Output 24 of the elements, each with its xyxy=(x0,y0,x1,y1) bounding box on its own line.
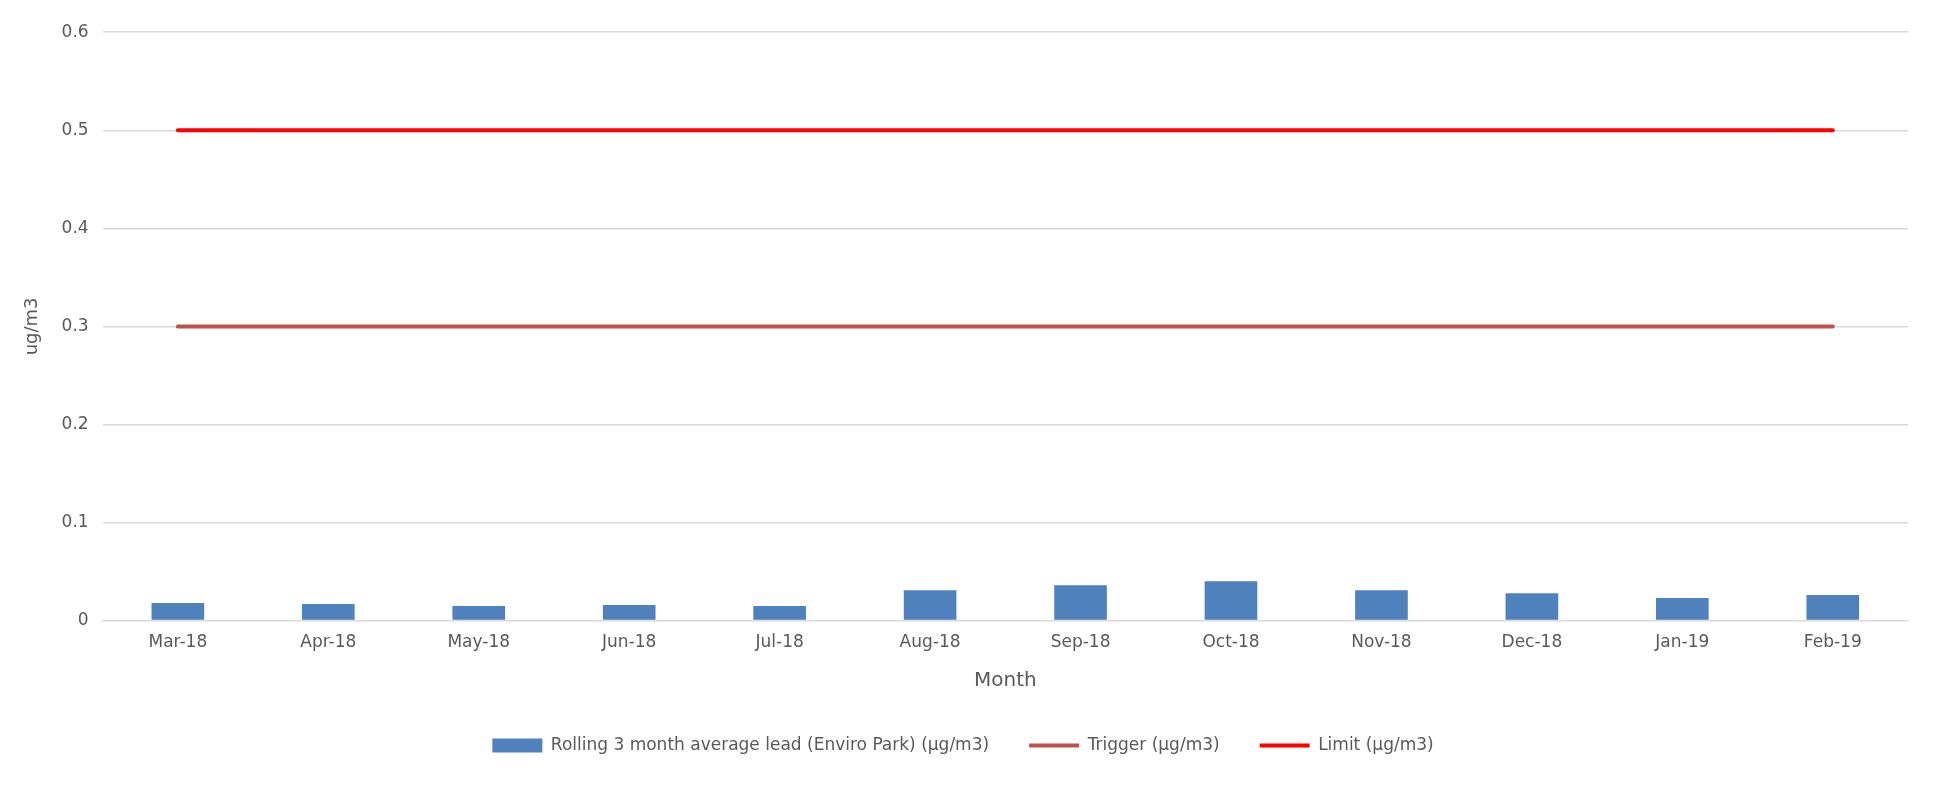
legend-label: Limit (µg/m3) xyxy=(1318,733,1434,754)
x-tick-label: Sep-18 xyxy=(1050,631,1111,652)
x-tick-label: Nov-18 xyxy=(1351,631,1412,652)
y-tick-label: 0.3 xyxy=(61,314,89,335)
x-tick-label: Mar-18 xyxy=(148,631,208,652)
x-axis-title: Month xyxy=(973,667,1037,692)
legend-label: Trigger (µg/m3) xyxy=(1086,733,1220,754)
x-tick-label: Jan-19 xyxy=(1654,631,1710,652)
y-tick-label: 0.5 xyxy=(61,118,89,139)
y-tick-label: 0.1 xyxy=(61,510,89,531)
y-tick-label: 0.2 xyxy=(61,412,89,433)
x-tick-label: May-18 xyxy=(447,631,511,652)
x-tick-label: Oct-18 xyxy=(1202,631,1260,652)
legend-label: Rolling 3 month average lead (Enviro Park) (µg/m3) xyxy=(550,733,990,754)
x-tick-label: Jun-18 xyxy=(601,631,657,652)
x-tick-label: Feb-19 xyxy=(1803,631,1862,652)
x-tick-label: Jul-18 xyxy=(754,631,804,652)
y-tick-label: 0.4 xyxy=(61,216,89,237)
y-axis-title: ug/m3 xyxy=(20,297,42,356)
x-tick-label: Dec-18 xyxy=(1501,631,1563,652)
x-tick-label: Aug-18 xyxy=(899,631,961,652)
x-tick-label: Apr-18 xyxy=(300,631,357,652)
y-tick-label: 0 xyxy=(77,609,89,630)
y-tick-label: 0.6 xyxy=(61,20,89,41)
